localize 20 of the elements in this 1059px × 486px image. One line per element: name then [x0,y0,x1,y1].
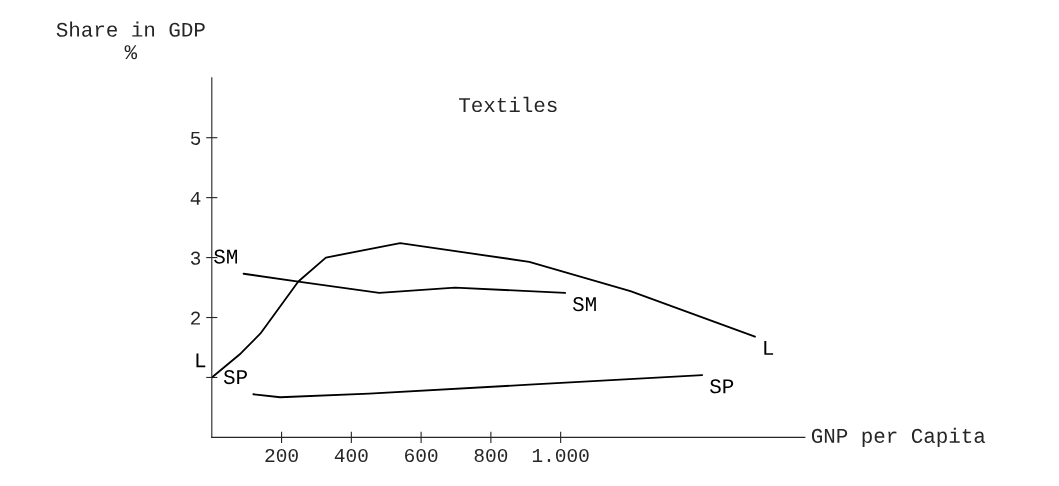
y-tick-label: 3 [190,251,201,265]
line-series [242,272,567,294]
text: L [196,353,206,368]
text: Textiles [459,96,557,113]
y-tick-label: 2 [191,311,201,325]
y-tick-label: 4 [190,191,201,205]
y-tick-label: 5 [190,131,201,145]
x-tick-label: 1.000 [532,448,589,463]
x-tick-label: 600 [405,448,438,463]
x-tick-label: 800 [474,448,508,463]
text: SM [214,249,237,264]
series-label: SM [572,297,596,312]
y-axis-title: Share in GDP % [56,21,205,60]
series-label: SP [710,379,734,394]
series-label: L [764,341,774,355]
x-tick-label: 400 [334,448,368,463]
line-series [252,374,704,399]
x-axis-title: GNP per Capita [811,427,986,448]
x-tick-label: 200 [265,448,298,463]
text: SP [223,369,247,385]
